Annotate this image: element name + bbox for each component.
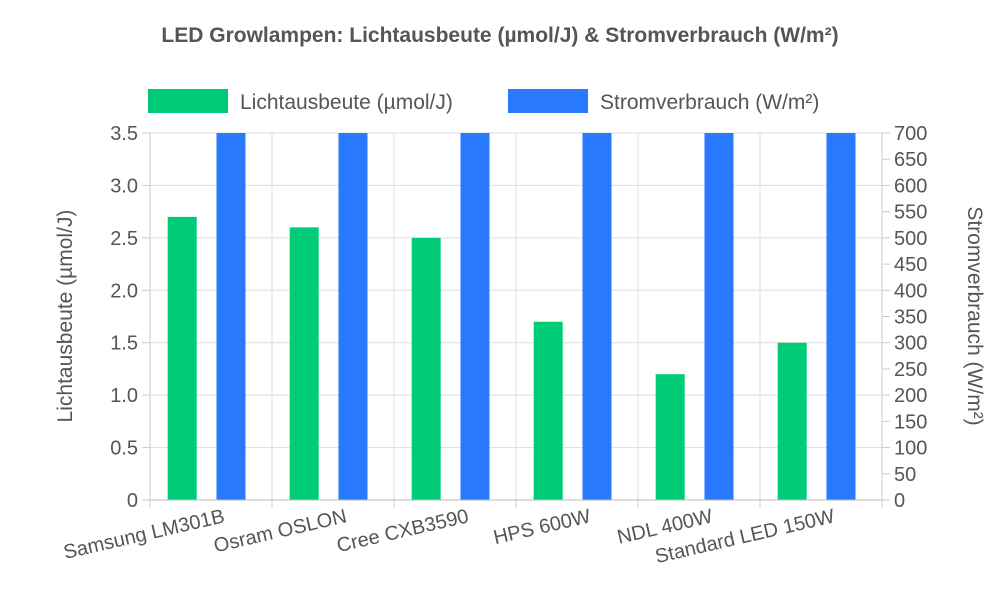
left-axis-ticks: 0 0.5 1.0 1.5 2.0 2.5 3.0 3.5 bbox=[110, 123, 138, 512]
right-axis-title: Stromverbrauch (W/m²) bbox=[963, 206, 986, 425]
right-tick-label: 0 bbox=[894, 490, 905, 512]
legend: Lichtausbeute (µmol/J) Stromverbrauch (W… bbox=[148, 89, 819, 114]
left-tick-label: 1.0 bbox=[110, 385, 138, 407]
legend-label-power: Stromverbrauch (W/m²) bbox=[600, 91, 819, 114]
right-tick-label: 500 bbox=[894, 228, 927, 250]
left-tick-label: 1.5 bbox=[110, 333, 138, 355]
left-axis-title: Lichtausbeute (µmol/J) bbox=[54, 210, 77, 423]
bar-power bbox=[704, 133, 734, 500]
bar-efficiency bbox=[533, 321, 563, 500]
legend-label-efficiency: Lichtausbeute (µmol/J) bbox=[240, 91, 453, 114]
category-label: Cree CXB3590 bbox=[335, 505, 471, 557]
right-tick-label: 600 bbox=[894, 175, 927, 197]
left-tick-label: 0 bbox=[127, 490, 138, 512]
category-label: Osram OSLON bbox=[212, 505, 349, 557]
category-label: Samsung LM301B bbox=[61, 505, 226, 563]
right-tick-label: 100 bbox=[894, 438, 927, 460]
right-axis-ticks: 0 50 100 150 200 250 300 350 400 450 500 550 600 650 7… bbox=[894, 123, 927, 512]
bar-efficiency bbox=[411, 237, 441, 500]
right-tick-label: 450 bbox=[894, 254, 927, 276]
gridlines bbox=[149, 132, 883, 501]
right-tick-label: 700 bbox=[894, 123, 927, 145]
legend-swatch-power bbox=[508, 89, 588, 113]
left-tick-label: 0.5 bbox=[110, 438, 138, 460]
bar-efficiency bbox=[655, 374, 685, 500]
right-tick-label: 350 bbox=[894, 307, 927, 329]
bars bbox=[167, 133, 856, 500]
right-tick-label: 150 bbox=[894, 411, 927, 433]
axes bbox=[142, 132, 890, 508]
bar-efficiency bbox=[777, 342, 807, 500]
left-tick-label: 2.5 bbox=[110, 228, 138, 250]
left-tick-label: 3.5 bbox=[110, 123, 138, 145]
category-label: HPS 600W bbox=[491, 505, 592, 549]
bar-power bbox=[582, 133, 612, 500]
chart-title: LED Growlampen: Lichtausbeute (µmol/J) &… bbox=[161, 24, 838, 47]
bar-power bbox=[826, 133, 856, 500]
bar-efficiency bbox=[167, 216, 197, 500]
right-tick-label: 550 bbox=[894, 202, 927, 224]
bar-power bbox=[216, 133, 246, 500]
bar-power bbox=[338, 133, 368, 500]
left-tick-label: 2.0 bbox=[110, 280, 138, 302]
right-tick-label: 300 bbox=[894, 333, 927, 355]
legend-swatch-efficiency bbox=[148, 89, 228, 113]
right-tick-label: 650 bbox=[894, 149, 927, 171]
right-tick-label: 200 bbox=[894, 385, 927, 407]
right-tick-label: 250 bbox=[894, 359, 927, 381]
right-tick-label: 400 bbox=[894, 280, 927, 302]
bar-power bbox=[460, 133, 490, 500]
right-tick-label: 50 bbox=[894, 464, 916, 486]
bar-efficiency bbox=[289, 227, 319, 500]
left-tick-label: 3.0 bbox=[110, 175, 138, 197]
